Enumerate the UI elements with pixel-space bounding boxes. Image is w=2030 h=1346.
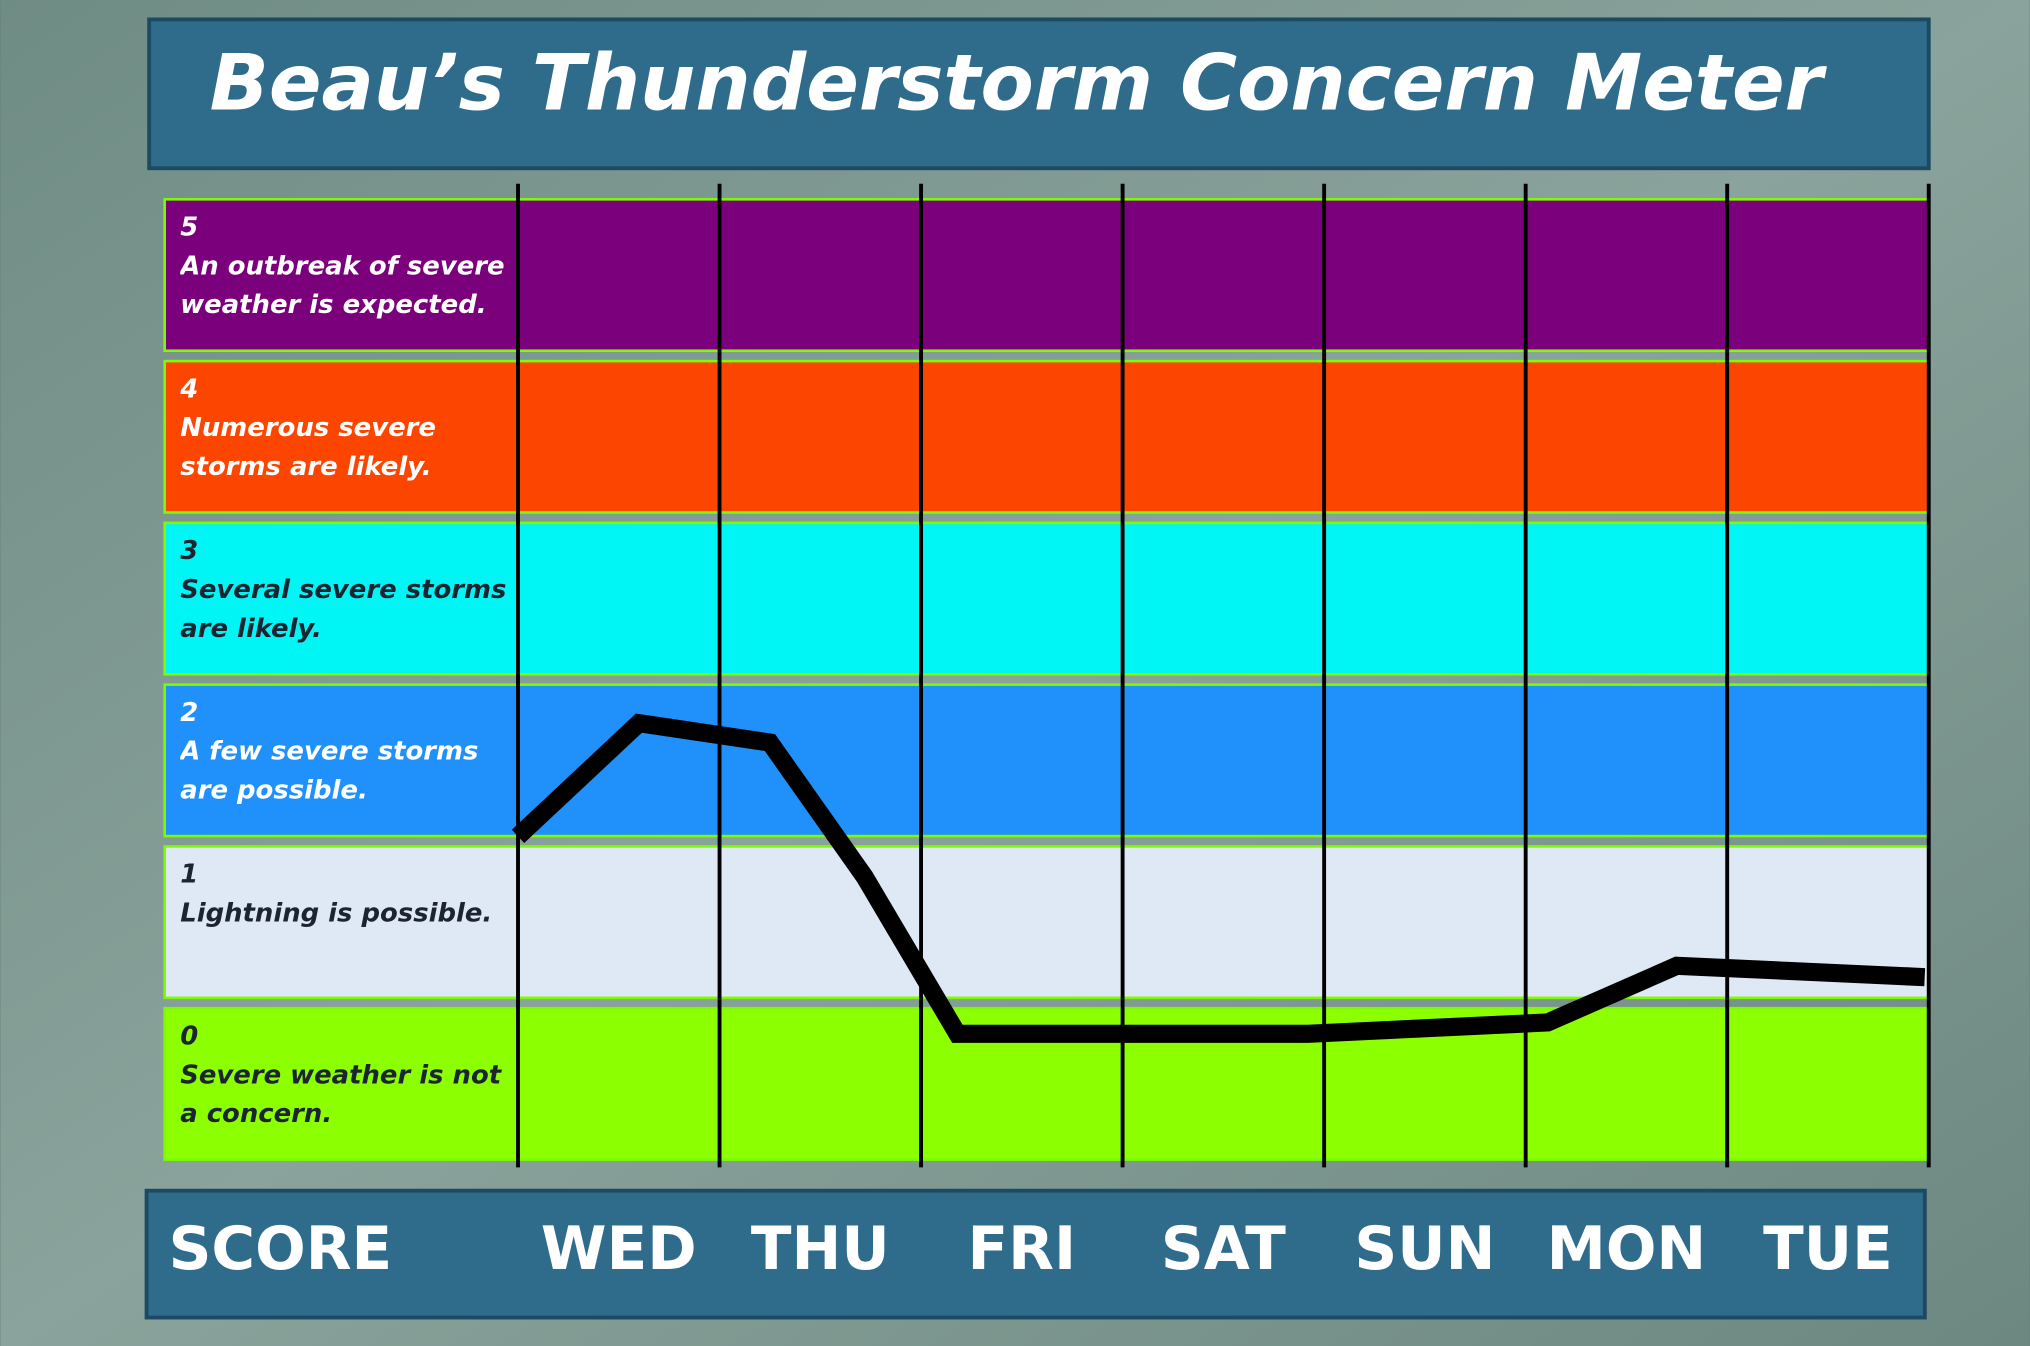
band-level: 1 xyxy=(180,858,199,890)
band-description: An outbreak of severe weather is expecte… xyxy=(180,249,505,320)
band-label-box: 2 A few severe storms are possible. xyxy=(180,692,507,808)
x-tick-label: THU xyxy=(751,1215,890,1284)
band-description: Severe weather is not a concern. xyxy=(180,1058,502,1129)
band xyxy=(163,521,1931,676)
line xyxy=(511,713,1926,1043)
x-tick-label: SUN xyxy=(1354,1215,1495,1284)
band-description: A few severe storms are possible. xyxy=(180,735,479,806)
band-label-box: 0 Severe weather is not a concern. xyxy=(180,1016,507,1132)
band-level: 3 xyxy=(180,534,199,566)
band-label: 3 Several severe storms are likely. xyxy=(180,531,507,647)
band-label: 1 Lightning is possible. xyxy=(180,854,507,932)
x-tick-label: TUE xyxy=(1763,1215,1893,1284)
x-tick-label: SAT xyxy=(1161,1215,1286,1284)
band xyxy=(163,198,1931,353)
band-label-box: 5 An outbreak of severe weather is expect… xyxy=(180,207,507,323)
chart-title: Beau’s Thunderstorm Concern Meter xyxy=(210,38,1828,128)
axis-box xyxy=(144,1188,1927,1320)
band-description: Lightning is possible. xyxy=(180,896,493,928)
band-level: 4 xyxy=(180,372,199,404)
x-tick-label: MON xyxy=(1547,1215,1707,1284)
band-label: 4 Numerous severe storms are likely. xyxy=(180,369,507,485)
band-level: 0 xyxy=(180,1019,199,1051)
band-label: 2 A few severe storms are possible. xyxy=(180,692,507,808)
x-tick-label: WED xyxy=(541,1215,697,1284)
x-tick-label: FRI xyxy=(968,1215,1077,1284)
title-box xyxy=(147,17,1931,171)
band-label-box: 3 Several severe storms are likely. xyxy=(180,531,507,647)
band xyxy=(163,359,1931,514)
band-label-box: 4 Numerous severe storms are likely. xyxy=(180,369,507,485)
x-axis-label: SCORE xyxy=(169,1215,393,1284)
band-label-box: 1 Lightning is possible. xyxy=(180,854,507,932)
band-label: 5 An outbreak of severe weather is expect… xyxy=(180,207,507,323)
band-description: Numerous severe storms are likely. xyxy=(180,411,436,482)
band-description: Several severe storms are likely. xyxy=(180,573,507,644)
band-level: 5 xyxy=(180,210,199,243)
band-level: 2 xyxy=(180,696,199,728)
band xyxy=(163,683,1931,838)
band xyxy=(163,845,1931,1000)
band-label: 0 Severe weather is not a concern. xyxy=(180,1016,507,1132)
